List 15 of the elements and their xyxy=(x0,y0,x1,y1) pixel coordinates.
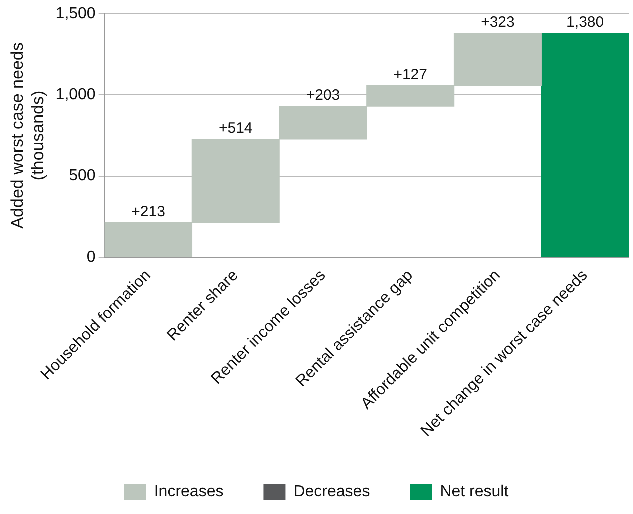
y-tick-label: 1,000 xyxy=(56,86,96,104)
y-tick-label: 500 xyxy=(69,168,96,185)
legend-label: Increases xyxy=(154,483,224,500)
data-label: +213 xyxy=(132,204,166,220)
data-label: 1,380 xyxy=(566,14,604,32)
data-label: +323 xyxy=(481,14,515,32)
legend-label: Decreases xyxy=(294,483,370,500)
data-label: +203 xyxy=(306,87,340,104)
bar xyxy=(541,33,629,258)
legend-label: Net result xyxy=(440,483,510,500)
data-label: +514 xyxy=(218,120,253,138)
y-axis-title: Added worst case needs (thousands) xyxy=(8,42,48,229)
data-label: +127 xyxy=(394,66,428,84)
y-tick-label: 1,500 xyxy=(56,5,96,22)
y-tick-label: 0 xyxy=(86,248,96,266)
